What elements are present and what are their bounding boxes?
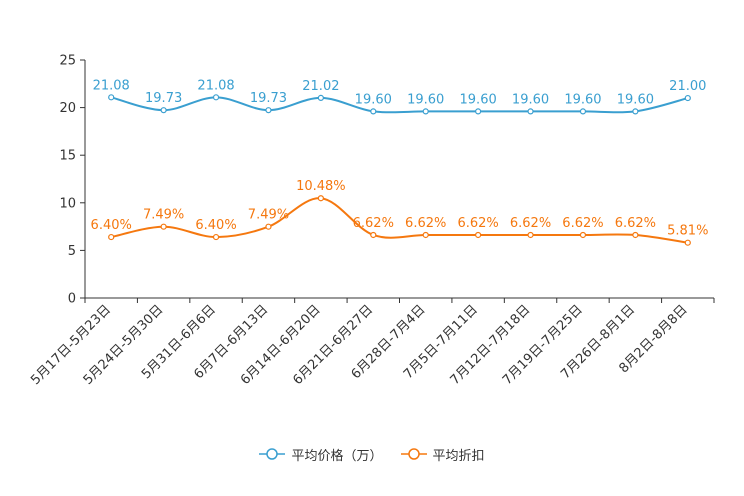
data-point[interactable] bbox=[212, 233, 220, 241]
y-tick-label: 15 bbox=[59, 149, 76, 164]
data-label: 19.73 bbox=[145, 91, 182, 106]
data-label: 5.81% bbox=[667, 224, 708, 239]
y-tick-label: 20 bbox=[59, 101, 76, 116]
legend-item-discount[interactable]: 平均折扣 bbox=[400, 445, 485, 464]
data-label: 19.60 bbox=[512, 92, 549, 107]
y-tick-label: 10 bbox=[59, 196, 76, 211]
data-point[interactable] bbox=[160, 223, 167, 230]
data-point[interactable] bbox=[422, 231, 429, 239]
data-point[interactable] bbox=[212, 94, 220, 101]
data-point[interactable] bbox=[632, 231, 639, 239]
data-point[interactable] bbox=[527, 108, 534, 115]
data-label: 19.73 bbox=[250, 91, 287, 106]
data-point[interactable] bbox=[684, 94, 691, 102]
legend-line-circle-icon bbox=[259, 448, 286, 460]
data-point[interactable] bbox=[108, 94, 115, 101]
data-label: 19.60 bbox=[617, 92, 654, 107]
data-point[interactable] bbox=[370, 231, 377, 239]
data-point[interactable] bbox=[632, 108, 639, 115]
data-label: 21.02 bbox=[302, 79, 339, 94]
data-point[interactable] bbox=[317, 94, 324, 101]
chart-legend: 平均价格（万） 平均折扣 bbox=[0, 444, 744, 464]
series-line-0 bbox=[110, 96, 689, 114]
data-label: 7.49% bbox=[143, 208, 184, 223]
data-point[interactable] bbox=[475, 231, 482, 239]
data-point[interactable] bbox=[684, 239, 691, 246]
data-point[interactable] bbox=[265, 107, 272, 114]
data-point[interactable] bbox=[579, 231, 587, 239]
data-label: 7.49% bbox=[248, 208, 289, 223]
data-point[interactable] bbox=[108, 233, 115, 241]
data-label: 19.60 bbox=[564, 92, 601, 107]
data-point[interactable] bbox=[265, 223, 272, 230]
data-label: 6.62% bbox=[615, 216, 656, 231]
data-label: 6.62% bbox=[562, 216, 603, 231]
line-chart: 05101520255月17日-5月23日5月24日-5月30日5月31日-6月… bbox=[28, 54, 715, 388]
data-label: 6.62% bbox=[353, 216, 394, 231]
y-tick-label: 25 bbox=[59, 54, 76, 69]
data-label: 6.40% bbox=[195, 218, 236, 233]
data-point[interactable] bbox=[527, 231, 534, 239]
data-label: 10.48% bbox=[296, 179, 346, 194]
data-label: 19.60 bbox=[460, 92, 497, 107]
data-point[interactable] bbox=[370, 108, 377, 115]
data-label: 19.60 bbox=[407, 92, 444, 107]
data-point[interactable] bbox=[475, 108, 482, 115]
data-point[interactable] bbox=[317, 195, 324, 202]
y-tick-label: 0 bbox=[68, 292, 76, 307]
data-label: 19.60 bbox=[355, 92, 392, 107]
data-label: 6.62% bbox=[405, 216, 446, 231]
legend-label-discount: 平均折扣 bbox=[432, 448, 485, 464]
data-point[interactable] bbox=[422, 108, 429, 115]
data-label: 6.62% bbox=[510, 216, 551, 231]
data-label: 21.08 bbox=[197, 78, 234, 93]
data-label: 21.00 bbox=[669, 79, 706, 94]
data-point[interactable] bbox=[160, 107, 167, 114]
legend-label-price: 平均价格（万） bbox=[291, 448, 383, 464]
data-label: 21.08 bbox=[93, 78, 130, 93]
legend-item-price[interactable]: 平均价格（万） bbox=[259, 445, 383, 464]
data-point[interactable] bbox=[579, 108, 587, 115]
y-tick-label: 5 bbox=[68, 244, 76, 259]
data-label: 6.62% bbox=[457, 216, 498, 231]
data-label: 6.40% bbox=[91, 218, 132, 233]
legend-line-circle-icon bbox=[400, 448, 427, 460]
